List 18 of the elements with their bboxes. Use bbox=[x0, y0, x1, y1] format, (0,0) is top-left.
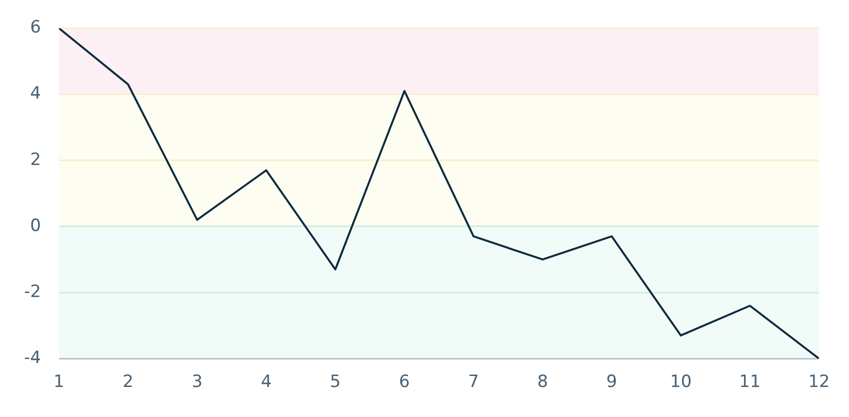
x-tick-label: 6 bbox=[399, 372, 410, 392]
x-tick-label: 12 bbox=[808, 372, 830, 392]
y-tick-label: 2 bbox=[30, 150, 41, 170]
y-tick-label: 0 bbox=[30, 216, 41, 236]
x-tick-label: 4 bbox=[260, 372, 272, 392]
x-tick-label: 9 bbox=[606, 372, 618, 392]
x-tick-label: 1 bbox=[54, 372, 64, 392]
y-tick-label: -4 bbox=[24, 348, 41, 368]
y-tick-label: 6 bbox=[30, 18, 41, 38]
x-tick-label: 3 bbox=[192, 372, 203, 392]
x-tick-label: 11 bbox=[739, 372, 761, 392]
x-tick-label: 8 bbox=[537, 372, 548, 392]
x-tick-label: 2 bbox=[122, 372, 134, 392]
x-tick-label: 7 bbox=[468, 372, 479, 392]
x-tick-label: 5 bbox=[330, 372, 341, 392]
y-tick-label: 4 bbox=[30, 84, 41, 104]
y-tick-label: -2 bbox=[24, 282, 41, 302]
x-tick-label: 10 bbox=[670, 372, 692, 392]
